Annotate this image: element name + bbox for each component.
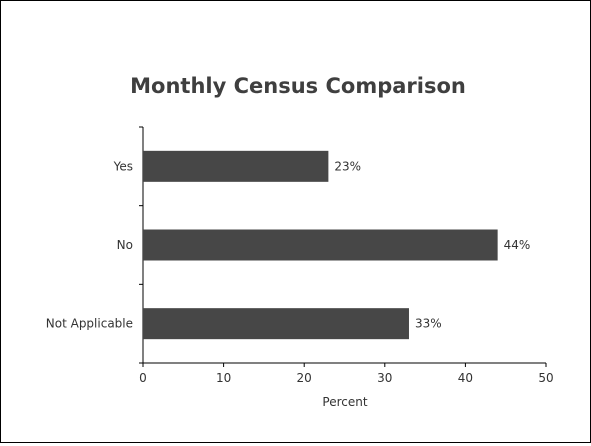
category-label: Yes	[113, 159, 133, 173]
bar-yes	[143, 150, 329, 182]
bar-not-applicable	[143, 308, 409, 340]
x-tick-label: 20	[297, 371, 312, 385]
category-label: No	[117, 238, 133, 252]
x-tick-label: 10	[216, 371, 231, 385]
data-label: 23%	[334, 159, 361, 173]
data-label: 44%	[504, 238, 531, 252]
x-tick-label: 0	[139, 371, 147, 385]
data-label: 33%	[415, 317, 442, 331]
plot-area: Yes 23% No 44% Not Applicable 33% 0 10 20 30 40 50	[46, 126, 554, 385]
x-tick-label: 30	[377, 371, 392, 385]
x-tick-label: 40	[458, 371, 473, 385]
x-axis-title: Percent	[322, 395, 367, 409]
category-label: Not Applicable	[46, 317, 133, 331]
chart-title: Monthly Census Comparison	[130, 74, 466, 98]
x-tick-label: 50	[538, 371, 553, 385]
bar-no	[143, 229, 498, 261]
